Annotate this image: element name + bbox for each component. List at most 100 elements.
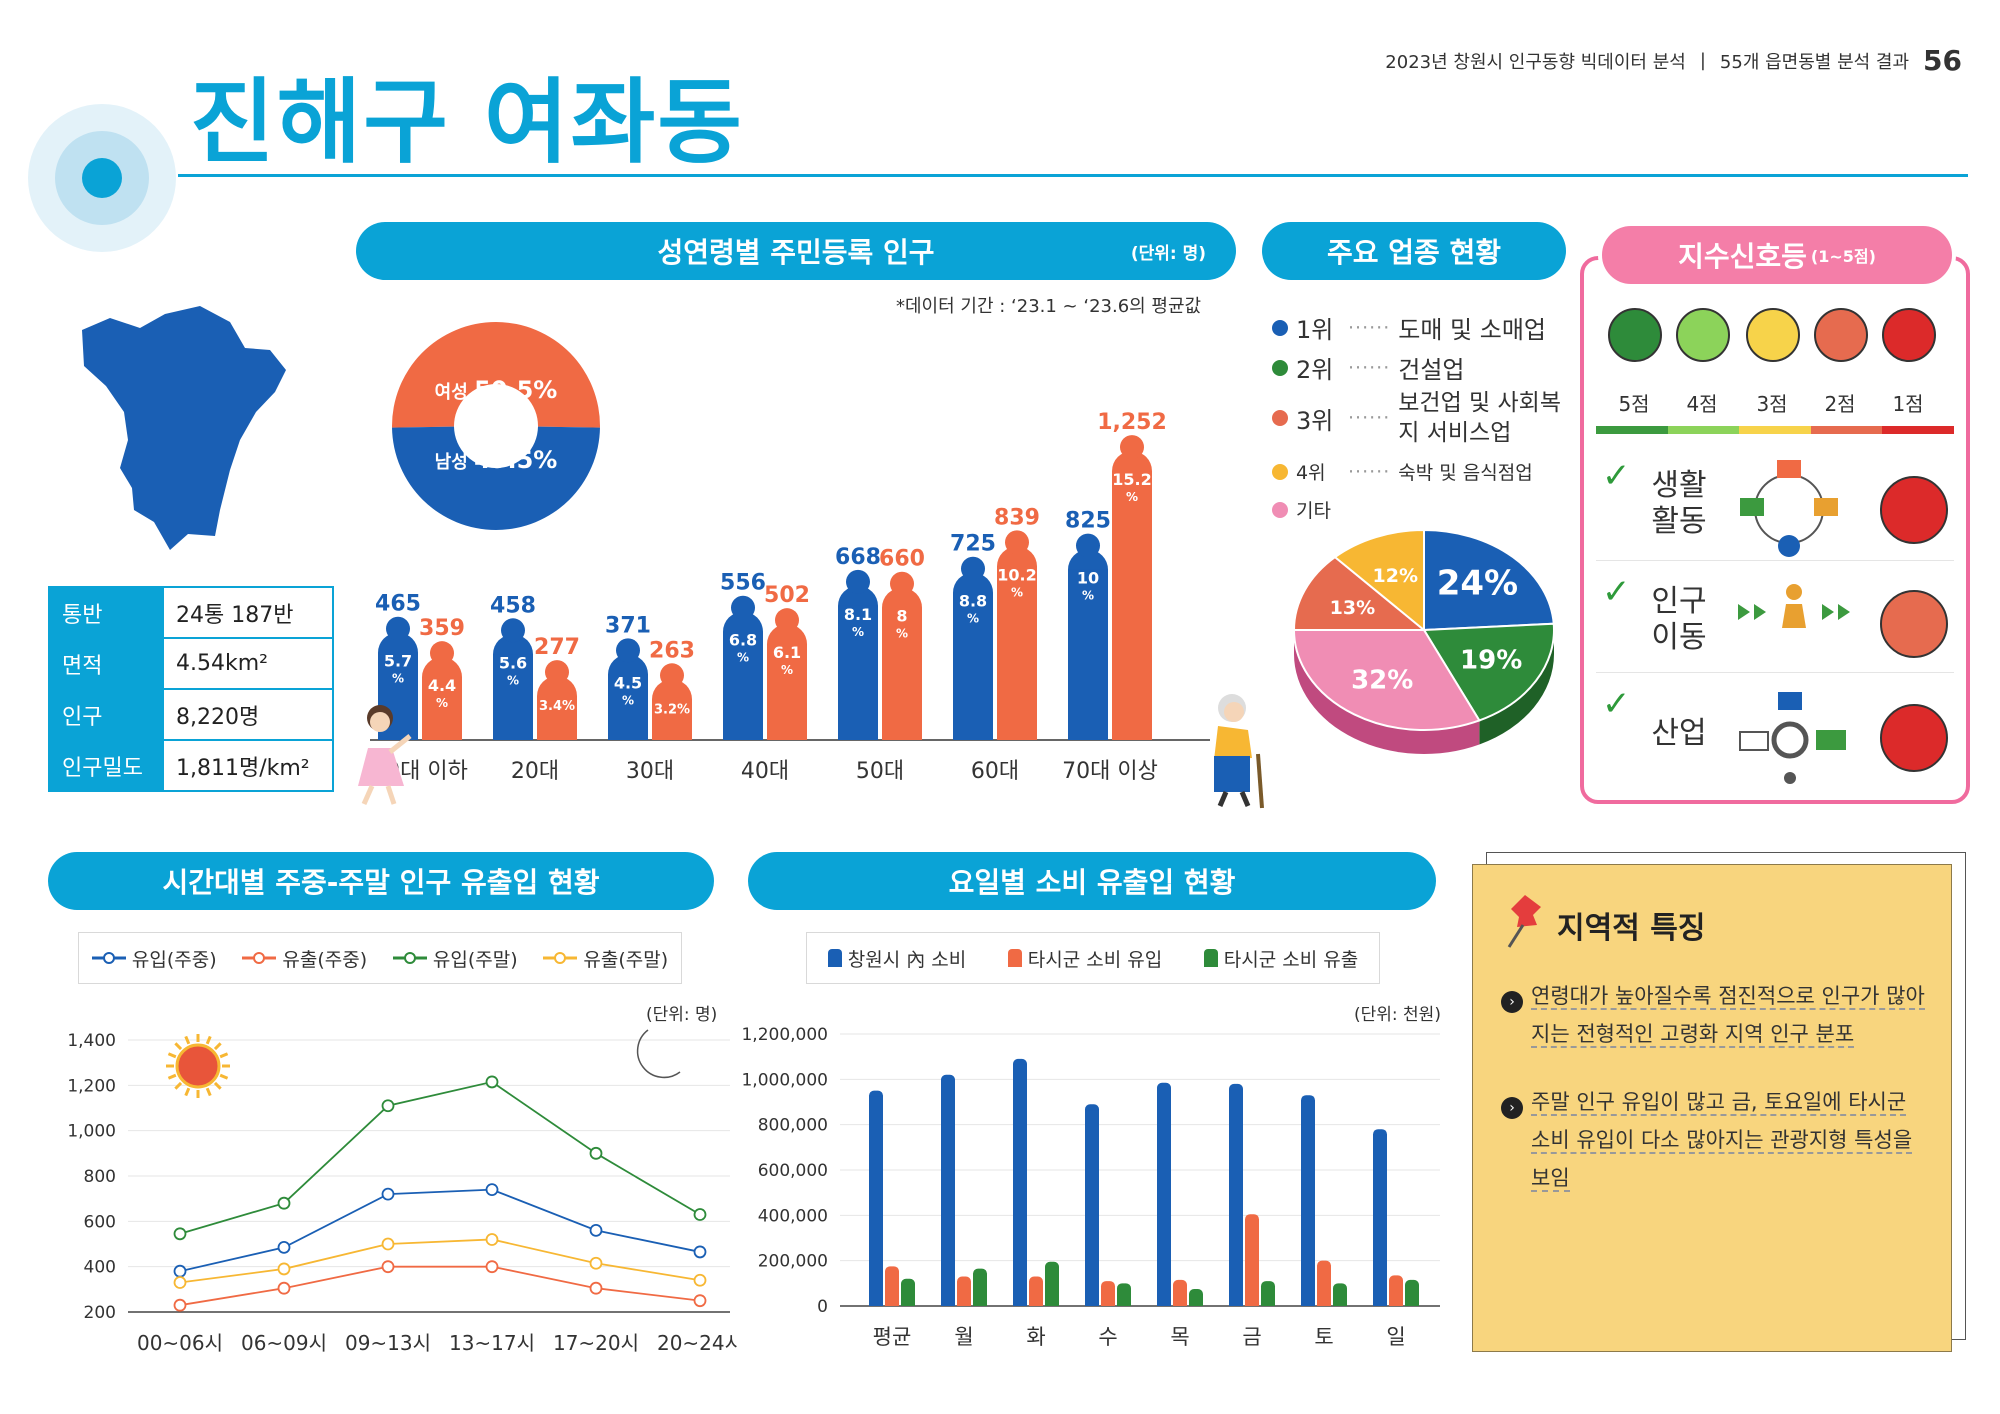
bar-pct-suffix: % [622,693,634,707]
data-point [589,1223,603,1237]
bar-value-label: 660 [879,547,925,572]
industry-pie-chart: 24% 19% 32% 13% 12% [1292,528,1555,754]
district-map [82,306,286,550]
x-tick-label: 목 [1170,1325,1189,1349]
bar-body [973,1274,987,1306]
data-point [381,1099,395,1113]
legend-item: 타시군 소비 유출 [1203,945,1358,972]
bar-value-label: 556 [720,571,766,596]
bar-body [1317,1266,1331,1306]
x-tick-label: 일 [1386,1325,1405,1349]
bar-pct-label: 8.8 [959,592,987,611]
bar-body [1029,1282,1043,1306]
bar-head [660,663,684,688]
moon-icon [636,1029,681,1079]
check-icon: ✓ [1602,456,1631,496]
data-point [485,1075,499,1089]
day-chart-legend: 창원시 內 소비 타시군 소비 유입 타시군 소비 유출 [806,932,1380,984]
data-point [381,1260,395,1274]
data-point [693,1245,707,1259]
x-tick-label: 60대 [971,759,1019,784]
bar-pct-label: 8 [896,607,907,626]
info-row: 인구 8,220명 [48,688,334,741]
industry-item: 2위 ······ 건설업 [1272,350,1465,385]
bar-head [430,641,454,666]
bar-pct-label: 6.8 [729,631,757,650]
info-key: 인구 [48,688,164,741]
bar-body [1245,1220,1259,1306]
data-point [277,1262,291,1276]
bar-pct-label: 8.1 [844,605,872,624]
bar-body [1085,1110,1099,1306]
data-point [589,1281,603,1295]
series-line [179,1188,701,1273]
y-tick-label: 0 [817,1297,828,1317]
y-tick-label: 600,000 [758,1161,828,1181]
bar-body [953,592,993,740]
bar-pct-label: 6.1 [773,643,801,662]
bar-value-label: 668 [835,545,881,570]
donut-label: 남성 49.5% [435,446,558,474]
bar-pct-suffix: % [392,672,404,686]
legend-item: 유출(주말) [543,945,668,972]
bar-value-label: 725 [950,532,996,557]
data-point [173,1227,187,1241]
bar-body [1389,1281,1403,1306]
bar-body [1013,1064,1027,1306]
bar-head [1076,533,1100,558]
bar-pct-suffix: % [436,696,448,710]
legend-dot [1272,463,1288,480]
info-row: 면적 4.54km² [48,637,334,690]
bar-body [901,1284,915,1306]
data-point [589,1146,603,1160]
bar-pct-suffix: % [967,612,979,626]
legend-dot [1272,319,1288,336]
face-score-3-icon [1746,308,1800,362]
x-tick-label: 20~24시 [657,1331,738,1355]
face-score-4-icon [1676,308,1730,362]
data-point [173,1264,187,1278]
industry-name: 보건업 및 사회복지 서비스업 [1398,390,1561,446]
data-point [381,1187,395,1201]
industry-rank: 3위 [1296,406,1334,435]
bar-value-label: 502 [764,583,810,608]
data-point [173,1276,187,1289]
bar-body [1333,1289,1347,1306]
legend-item: 유입(주중) [91,945,217,972]
x-tick-label: 13~17시 [449,1331,535,1355]
info-key: 통반 [48,586,164,639]
time-line-chart: 200 400 600 800 1,000 1,200 1,400 00~06시 06~09시 0… [67,1029,738,1355]
pie-label: 24% [1437,563,1518,603]
bar-body [537,696,577,740]
bar-value-label: 839 [994,505,1040,530]
header-decor-circle [28,104,176,252]
y-tick-label: 800 [84,1167,116,1187]
feature-item: 연령대가 높아질수록 점진적으로 인구가 많아 지는 전형적인 고령화 지역 인구… [1531,984,1925,1048]
y-tick-label: 200,000 [758,1252,828,1272]
bar-body [869,1096,883,1306]
time-section-header: 시간대별 주중-주말 인구 유출입 현황 [48,852,714,910]
bar-body [1405,1285,1419,1306]
data-period-note: *데이터 기간 : ‘23.1 ~ ‘23.6의 평균값 [896,296,1202,317]
x-tick-label: 70대 이상 [1062,759,1158,784]
data-point [693,1273,707,1287]
pie-slice [1292,555,1427,631]
industry-section-header: 주요 업종 현황 [1262,222,1566,280]
bar-pct-label: 4.5 [614,673,642,692]
score-label: 4점 [1686,392,1718,416]
face-score-5-icon [1608,308,1662,362]
info-key: 인구밀도 [48,739,164,792]
industry-item: 기타 [1272,496,1331,523]
age-section-unit: (단위: 명) [1130,243,1206,264]
pie-slice [1423,528,1555,632]
living-activity-signal-icon [1880,476,1948,544]
bar-pct-label: 10 [1077,569,1099,588]
population-move-signal-icon [1880,590,1948,658]
header-divider [178,174,1968,177]
pushpin-icon [1507,895,1541,948]
bar-body [1157,1088,1171,1306]
x-tick-label: 50대 [856,759,904,784]
bar-head [386,616,410,641]
legend-item: 타시군 소비 유입 [1007,945,1162,972]
